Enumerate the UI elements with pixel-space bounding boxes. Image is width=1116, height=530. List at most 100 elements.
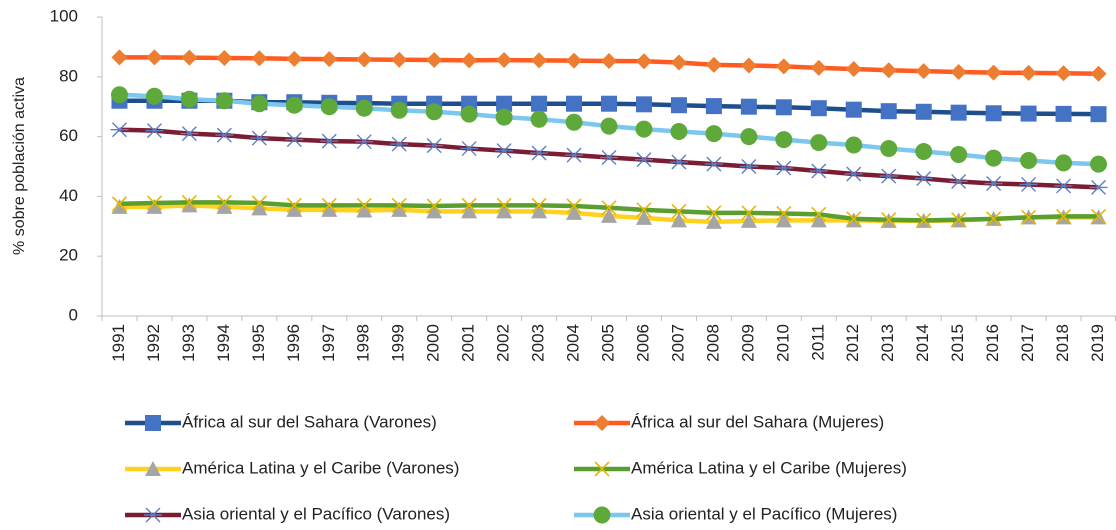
marker [495,143,514,159]
marker [111,198,128,214]
marker [320,133,339,149]
marker [285,132,304,148]
marker [1055,208,1072,224]
marker [601,207,617,223]
x-tick-label: 1991 [109,324,128,362]
x-tick-label: 2002 [494,324,513,362]
x-tick-label: 1996 [284,324,303,362]
marker [566,204,583,220]
x-tick-label: 2003 [529,324,548,362]
x-tick-label: 2010 [773,324,792,362]
x-tick-label: 2009 [738,324,757,362]
marker [1090,65,1107,82]
marker [950,146,968,164]
marker [1055,105,1072,122]
legend-marker [594,461,610,477]
marker [634,152,653,168]
marker [950,64,967,81]
legend-marker [145,415,161,431]
marker [705,125,723,143]
marker [321,197,337,213]
marker [216,49,233,66]
marker [635,120,653,138]
marker [286,50,303,67]
y-tick-label: 100 [50,6,78,25]
marker [180,126,199,142]
marker [426,203,443,219]
marker [496,203,513,219]
marker [566,198,582,214]
marker [1055,65,1072,82]
x-tick-label: 2016 [983,324,1002,362]
marker [810,100,827,117]
y-tick-label: 0 [69,305,78,324]
marker [985,64,1002,81]
marker [356,202,373,218]
marker [321,51,338,68]
y-tick-label: 40 [59,186,78,205]
x-tick-label: 2004 [564,324,583,362]
marker [880,103,897,120]
marker [390,101,408,119]
marker [215,92,233,110]
marker [741,205,757,221]
marker [601,95,617,112]
marker [705,56,722,73]
marker [216,198,233,214]
marker [915,143,933,161]
marker [985,149,1003,167]
x-tick-label: 2014 [913,324,932,362]
marker [426,198,442,214]
marker [739,159,758,174]
marker [810,134,828,152]
y-axis-label: % sobre población activa [11,77,28,255]
marker [391,197,407,213]
marker [949,173,968,189]
marker [215,127,234,143]
marker [460,141,479,157]
marker [879,168,898,184]
marker [1019,176,1038,192]
x-tick-label: 2013 [878,324,897,362]
marker [635,96,652,113]
marker [390,136,409,152]
x-tick-label: 1993 [179,324,198,362]
marker [181,197,198,213]
marker [985,105,1002,122]
marker [565,113,583,131]
marker [145,123,164,139]
marker [846,211,862,227]
legend-label: África al sur del Sahara (Mujeres) [631,412,884,431]
marker [1090,106,1107,123]
x-tick-label: 2008 [703,324,722,362]
marker [915,63,932,80]
marker [181,49,198,66]
marker [461,203,478,219]
legend-label: África al sur del Sahara (Varones) [182,412,437,431]
marker [740,98,757,115]
legend-marker [145,461,161,476]
marker [356,197,372,213]
marker [355,99,373,117]
marker [1089,179,1108,195]
marker [1020,105,1037,122]
x-tick-label: 2000 [424,324,443,362]
marker [635,53,652,70]
marker [565,147,584,163]
marker [669,154,688,170]
marker [845,61,862,78]
marker [355,134,374,150]
legend-marker [593,506,611,524]
marker [740,128,758,146]
marker [425,103,443,121]
y-tick-label: 80 [59,66,78,85]
marker [110,122,129,138]
marker [461,197,477,213]
x-tick-label: 2017 [1018,324,1037,362]
marker [670,123,688,141]
x-tick-label: 2005 [598,324,617,362]
marker [146,198,163,214]
marker [775,58,792,75]
marker [775,212,792,228]
